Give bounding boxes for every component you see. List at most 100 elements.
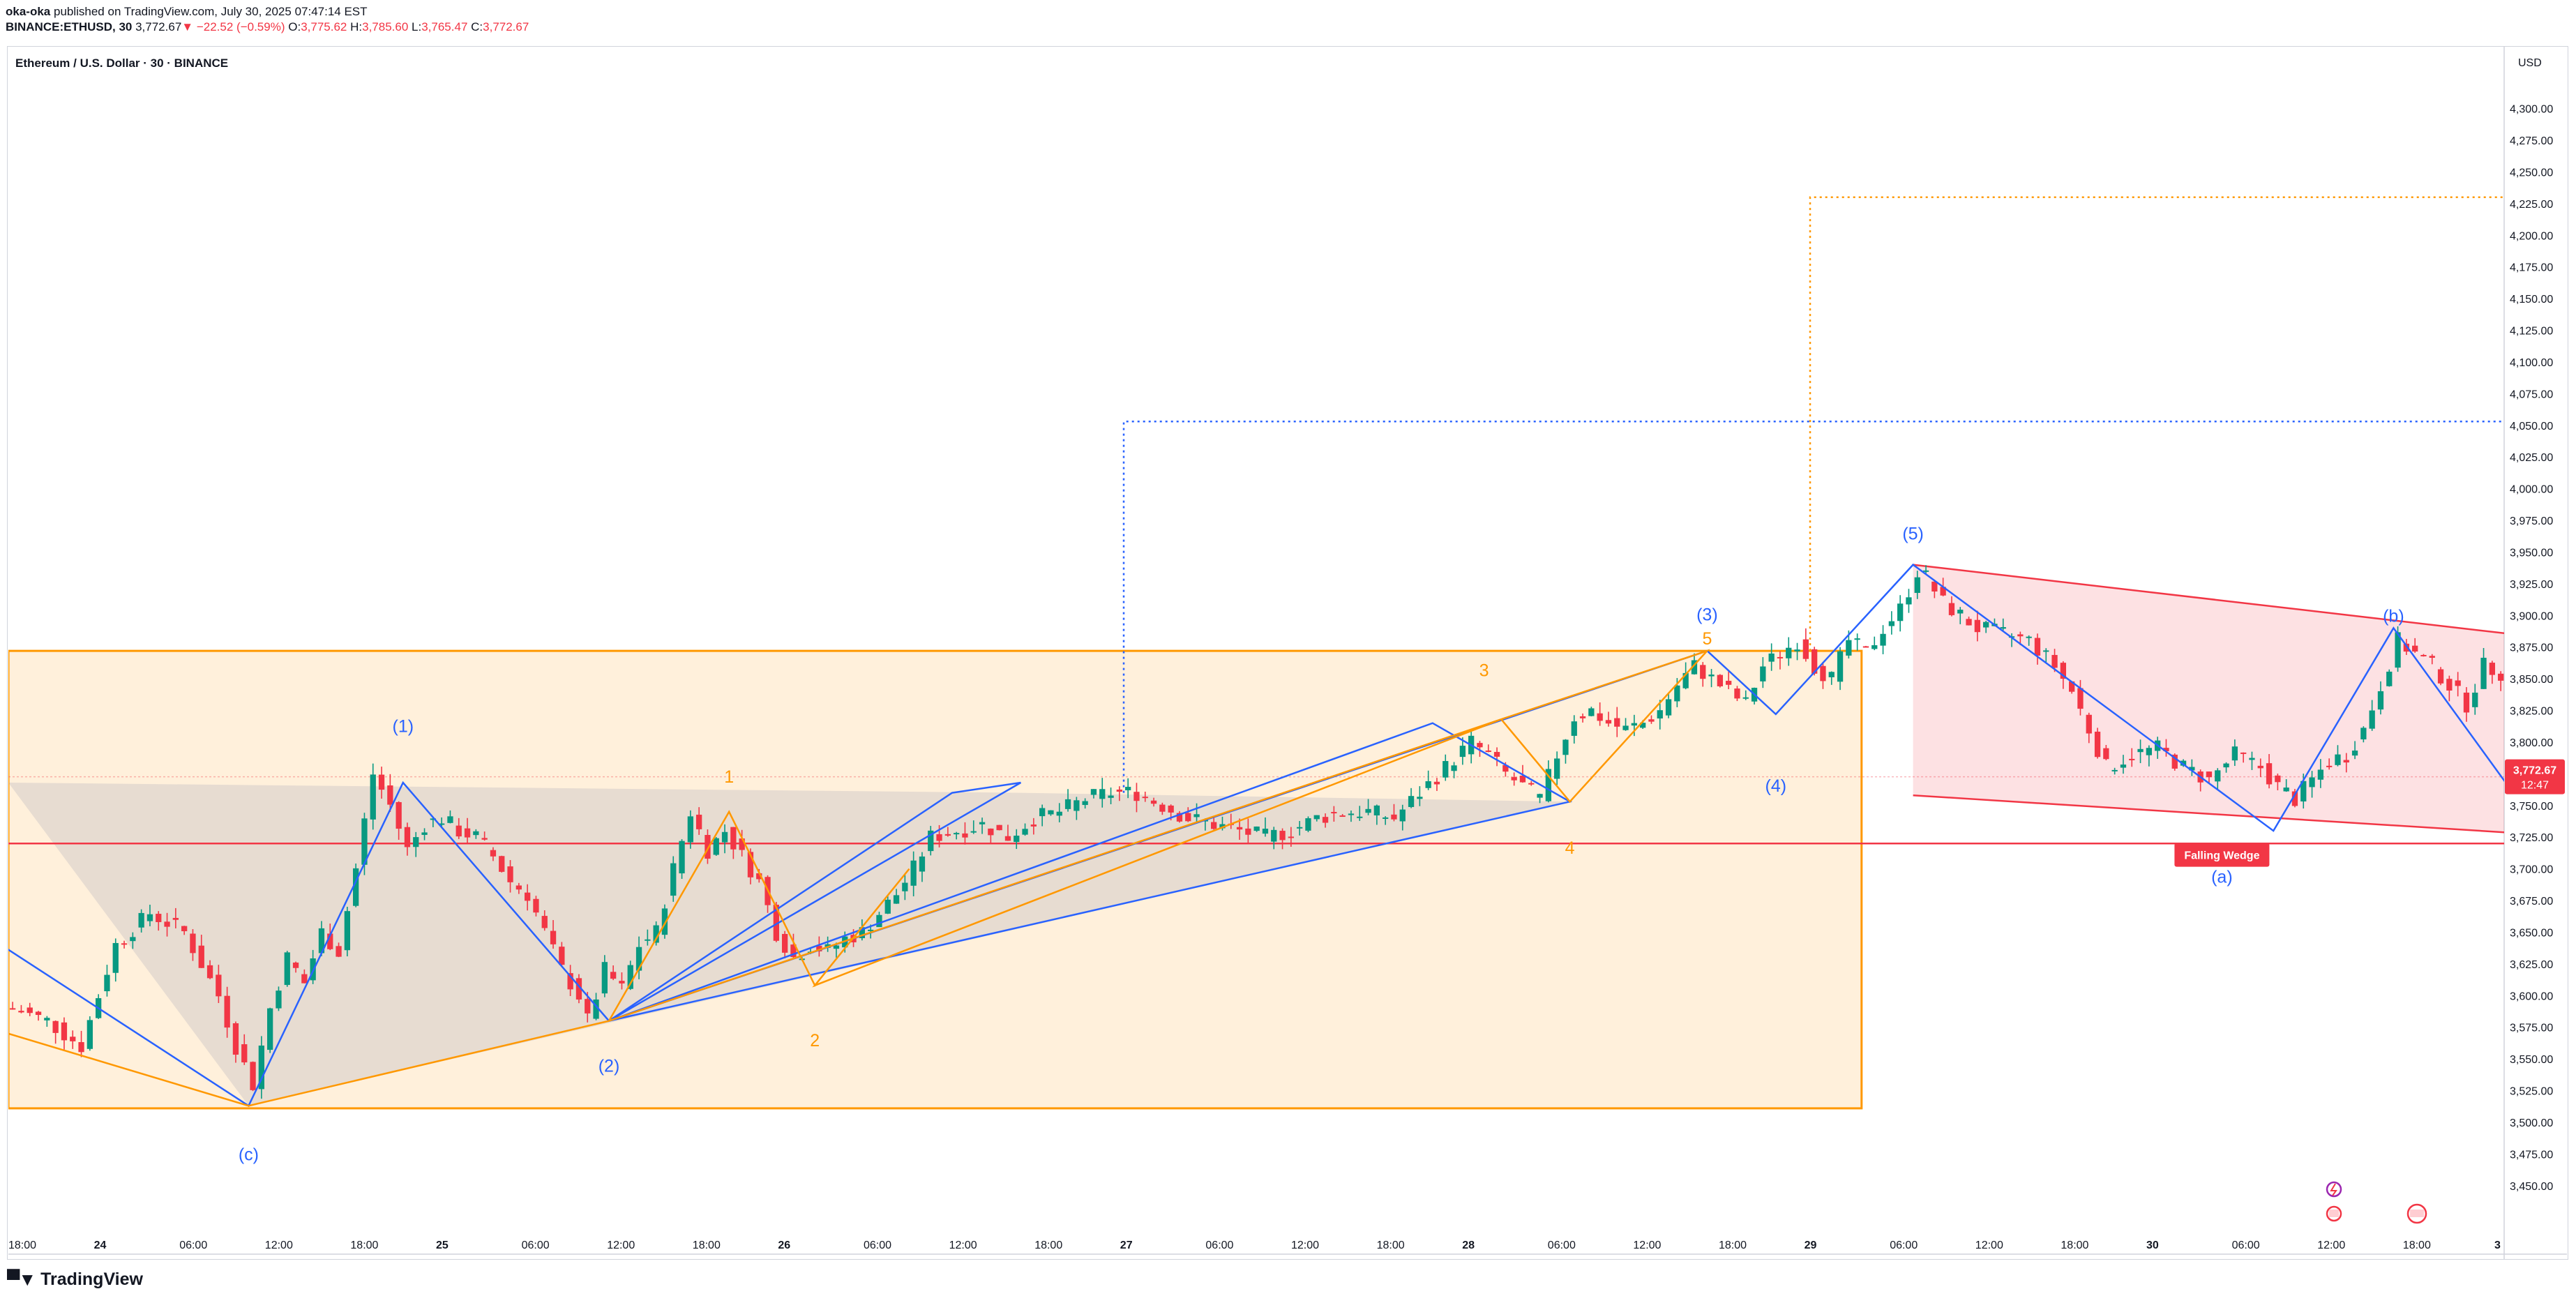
candle[interactable] [1357,806,1363,821]
falling-wedge-label[interactable]: Falling Wedge [2174,843,2270,867]
candle[interactable] [2163,739,2169,757]
candle[interactable] [1597,702,1603,726]
candle[interactable] [962,822,968,845]
candle[interactable] [2171,753,2178,771]
candle[interactable] [954,831,960,840]
candle[interactable] [515,882,522,894]
candle[interactable] [1579,713,1586,723]
candle[interactable] [884,896,891,914]
event-lightning-icon[interactable] [2326,1181,2342,1198]
candle[interactable] [2498,671,2504,691]
candle[interactable] [27,1002,33,1016]
candle[interactable] [928,826,934,856]
candle[interactable] [2335,745,2341,767]
time-axis[interactable]: 18:00 24 06:00 12:00 18:00 25 06:00 12:00 18:00 2… [8,1240,2501,1251]
candle[interactable] [1014,829,1020,850]
candle[interactable] [1245,818,1251,843]
blue-wave-line[interactable] [0,563,2548,1108]
candle[interactable] [2291,788,2298,808]
candle[interactable] [1786,637,1792,666]
candle[interactable] [156,911,162,931]
candle[interactable] [1717,674,1723,688]
candle[interactable] [1657,700,1663,730]
candle[interactable] [1074,797,1080,820]
candle[interactable] [1983,620,1989,633]
candle[interactable] [1262,817,1269,837]
candle[interactable] [172,907,179,928]
candle[interactable] [2051,649,2058,672]
candle[interactable] [1305,816,1311,833]
candle[interactable] [653,921,659,946]
candle[interactable] [2489,661,2495,684]
candle[interactable] [1133,783,1140,813]
candle[interactable] [1030,817,1037,835]
candle[interactable] [944,827,951,837]
candle[interactable] [2309,771,2315,798]
candle[interactable] [2463,687,2470,722]
candle[interactable] [61,1017,68,1052]
candle[interactable] [1443,754,1449,781]
candle[interactable] [2549,811,2555,827]
candle[interactable] [713,837,719,856]
candle[interactable] [413,831,419,857]
orange-target-projection[interactable] [1809,196,2576,651]
candle[interactable] [1974,610,1980,642]
price-axis[interactable]: USD 4,300.00 4,275.00 4,250.00 4,225.00 4,200… [2510,57,2553,1193]
candle[interactable] [2094,728,2101,759]
candle[interactable] [601,955,608,997]
candle[interactable] [1605,711,1612,727]
candle[interactable] [1648,715,1655,724]
candle[interactable] [721,824,728,854]
candle[interactable] [1176,811,1183,823]
blue-triangle-zone[interactable] [8,783,1570,1106]
candle[interactable] [507,860,513,893]
candle[interactable] [1159,802,1166,815]
candle[interactable] [2180,759,2187,767]
candle[interactable] [575,974,582,1004]
candle[interactable] [1493,747,1500,767]
candle[interactable] [2386,669,2393,687]
candle[interactable] [421,828,428,841]
candle[interactable] [2429,654,2435,665]
candle[interactable] [258,1036,264,1099]
candle[interactable] [1142,791,1148,802]
candle[interactable] [52,1020,59,1044]
candle[interactable] [1288,827,1294,847]
candle[interactable] [1433,778,1440,791]
candle[interactable] [1571,715,1577,744]
candle[interactable] [1297,820,1303,836]
candle[interactable] [1485,744,1491,753]
candle[interactable] [86,1016,93,1051]
candle[interactable] [499,855,505,873]
candle[interactable] [181,926,188,935]
orange-wave-line[interactable] [8,649,1710,1107]
candle[interactable] [1726,671,1732,690]
candle[interactable] [739,829,745,857]
candle[interactable] [464,817,471,845]
candle[interactable] [2120,755,2127,774]
orange-rectangle-zone[interactable] [8,649,1863,1110]
candle[interactable] [988,828,994,844]
candle[interactable] [2000,618,2006,631]
candle[interactable] [902,875,908,901]
candle[interactable] [1185,807,1191,822]
candle[interactable] [1391,804,1397,822]
candle[interactable] [216,965,222,1003]
candle[interactable] [679,839,685,879]
candle[interactable] [1760,657,1766,688]
candle[interactable] [1837,647,1844,691]
candle[interactable] [1871,636,1878,651]
candle[interactable] [2566,790,2572,808]
candle[interactable] [1048,810,1054,816]
candle[interactable] [1812,647,1818,676]
candle[interactable] [2043,648,2049,663]
candle[interactable] [1708,669,1715,688]
candle[interactable] [876,912,882,928]
candle[interactable] [1090,789,1097,799]
candle[interactable] [2283,779,2289,792]
candle[interactable] [276,986,282,1011]
candle[interactable] [1236,818,1243,840]
candle[interactable] [533,896,539,917]
candle[interactable] [635,936,642,979]
candle[interactable] [18,1004,24,1014]
